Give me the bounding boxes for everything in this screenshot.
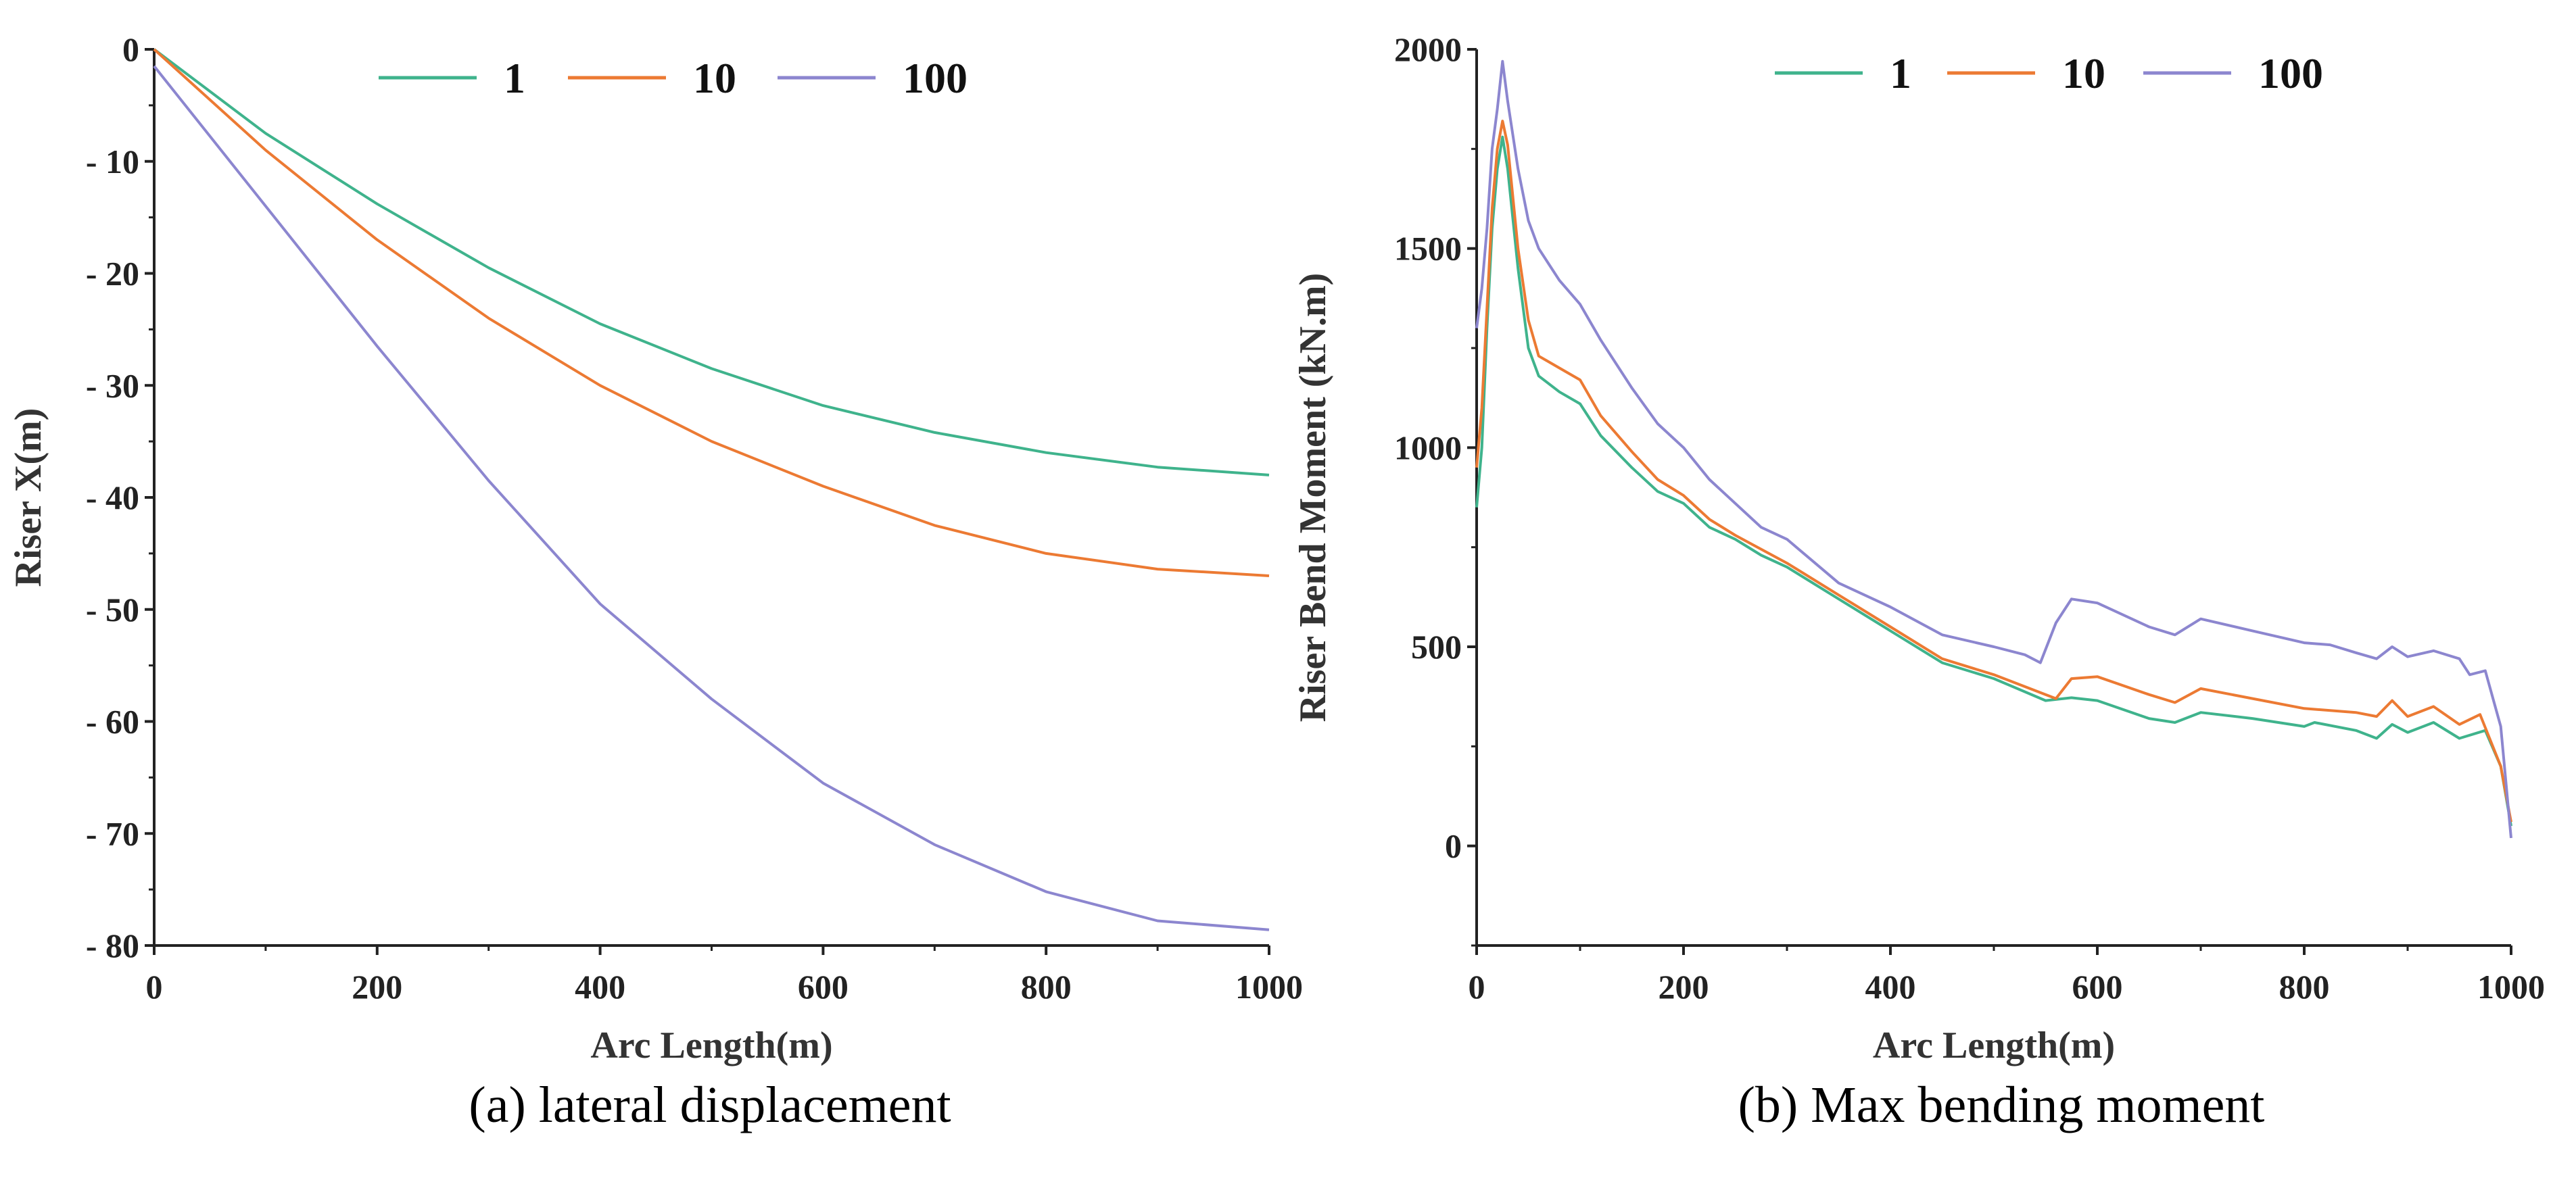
chart-lateral-displacement: 0 200 400 600 800 1000 0 - 10 - 20 - 30 - 40 - 50 - … (7, 30, 1303, 1133)
y-tick-label: 1500 (1394, 230, 1462, 268)
y-tick-label: - 60 (86, 703, 139, 741)
legend-label-100: 100 (903, 54, 968, 102)
y-tick-label: - 80 (86, 927, 139, 964)
x-tick-label: 200 (1659, 968, 1709, 1006)
x-tick-label: 1000 (1235, 968, 1303, 1006)
y-tick-label: - 40 (86, 478, 139, 516)
figure-caption: (a) lateral displacement (469, 1077, 951, 1133)
x-tick-label: 0 (1469, 968, 1485, 1006)
legend-label-10: 10 (693, 54, 736, 102)
series-line-1 (1475, 135, 2512, 827)
x-tick-label: 600 (2072, 968, 2123, 1006)
y-tick-label: - 50 (86, 591, 139, 629)
series-line-1 (153, 48, 1270, 476)
figure-caption: (b) Max bending moment (1738, 1077, 2265, 1133)
y-tick-label: 2000 (1394, 30, 1462, 68)
legend-label-1: 1 (1890, 49, 1911, 97)
series-line-100 (1475, 59, 2512, 839)
x-axis-label: Arc Length(m) (1873, 1025, 2115, 1066)
legend-label-100: 100 (2258, 49, 2323, 97)
x-tick-label: 800 (1021, 968, 1072, 1006)
x-tick-label: 400 (575, 968, 625, 1006)
y-tick-label: 500 (1411, 628, 1462, 666)
series-line-100 (153, 65, 1270, 931)
y-tick-label: 0 (122, 30, 139, 68)
series-line-10 (153, 48, 1270, 577)
y-tick-label: 0 (1445, 827, 1462, 865)
chart-max-bending-moment: 0 200 400 600 800 1000 0 500 1000 1500 2000 Arc Len… (1292, 30, 2545, 1133)
legend-label-10: 10 (2062, 49, 2105, 97)
y-tick-label: - 20 (86, 255, 139, 293)
x-tick-label: 400 (1865, 968, 1916, 1006)
x-tick-label: 800 (2279, 968, 2330, 1006)
x-axis-label: Arc Length(m) (590, 1025, 832, 1066)
y-axis-label: Riser X(m) (7, 408, 49, 587)
y-tick-label: - 70 (86, 814, 139, 852)
x-tick-label: 600 (798, 968, 849, 1006)
legend-label-1: 1 (504, 54, 525, 102)
series-line-10 (1475, 120, 2512, 823)
x-tick-label: 200 (352, 968, 402, 1006)
y-axis-label: Riser Bend Moment (kN.m) (1292, 273, 1334, 722)
x-tick-label: 0 (146, 968, 163, 1006)
x-tick-label: 1000 (2477, 968, 2545, 1006)
y-tick-label: - 10 (86, 143, 139, 180)
y-tick-label: 1000 (1394, 428, 1462, 466)
y-tick-label: - 30 (86, 366, 139, 404)
